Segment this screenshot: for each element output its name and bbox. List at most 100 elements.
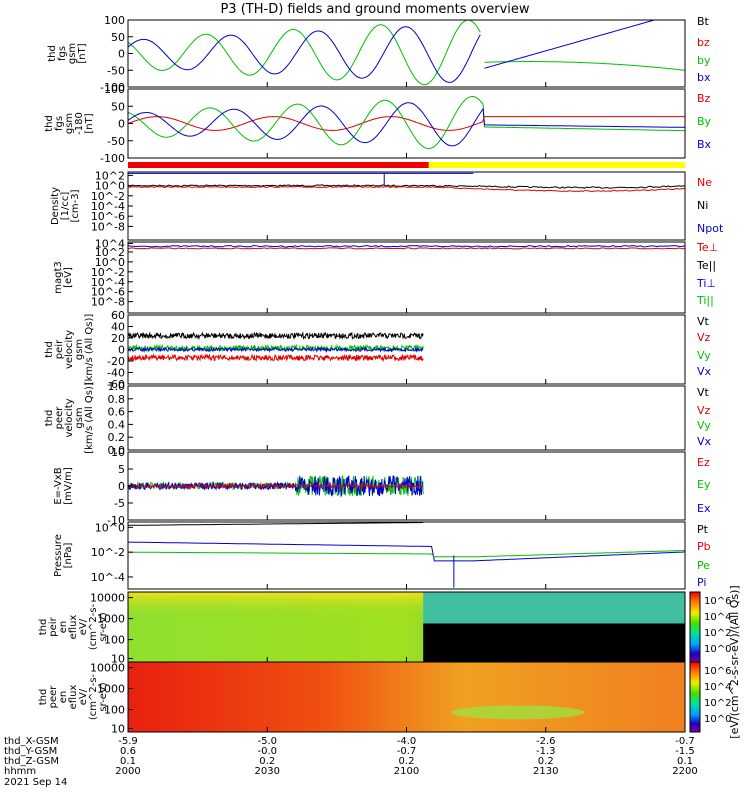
ytick-label: -100	[100, 152, 125, 165]
ytick-label: 0	[118, 48, 125, 61]
ylabel-line: peir	[48, 616, 59, 636]
ylabel-line: [nT]	[84, 113, 95, 133]
ytick-label: 10^-6	[91, 210, 125, 223]
ylabel-line: gsm	[74, 407, 85, 428]
colorbar-label: [eV/(cm^2-s-sr-eV)/(All Qs)]	[728, 585, 741, 738]
spectrogram-fill	[128, 662, 685, 732]
ylabel-line: thd	[44, 115, 55, 132]
xaxis-row-label: hhmm	[4, 766, 36, 777]
ytick-label: 10^-2	[91, 190, 125, 203]
plot-area-efield	[128, 474, 424, 498]
trace-Bz	[128, 116, 685, 131]
ytick-label: 10^-4	[91, 571, 125, 584]
ytick-label: 10000	[90, 592, 125, 605]
legend-By: By	[697, 115, 712, 128]
ylabel-line: fgs	[54, 116, 65, 131]
trace-Ti	[128, 245, 685, 248]
ylabel-line: peer	[48, 685, 59, 709]
ylabel-line: sr-eV)	[98, 612, 109, 641]
xaxis-value-z: 0.2	[538, 756, 554, 767]
ylabel-line: [1/cc]	[60, 192, 71, 221]
legend-Ti||: Ti||	[696, 294, 714, 307]
ylabel-line: [km/s (All Qs)]	[84, 314, 95, 386]
panel-peer_spec: 10000100010010thdpeerenefluxeV/(cm^2-s-s…	[38, 661, 686, 736]
trace-Bx	[128, 102, 685, 147]
legend-Vt: Vt	[697, 315, 710, 328]
legend-Ne: Ne	[697, 176, 712, 189]
ytick-label: -50	[107, 64, 125, 77]
ylabel-line: Density	[50, 187, 61, 225]
ytick-label: 10	[111, 653, 125, 666]
ylabel-peir_spec: thdpeirenefluxeV/(cm^2-s-sr-eV)	[38, 603, 109, 650]
panel-temp: 10^410^210^010^-210^-410^-610^-8 magt3[eV…	[53, 237, 718, 314]
ylabel-peer_spec: thdpeerenefluxeV/(cm^2-s-sr-eV)	[38, 673, 109, 720]
xaxis-value-t: 2100	[394, 766, 419, 777]
legend-bx: bx	[697, 71, 711, 84]
ytick-label: 100	[104, 83, 125, 96]
ylabel-line: eflux	[68, 615, 79, 640]
xaxis-value-x: -5.9	[118, 736, 138, 747]
legend-Ez: Ez	[697, 456, 710, 469]
ytick-label: 0	[118, 118, 125, 131]
ylabel-line: en	[58, 691, 69, 704]
trace-Pt	[128, 522, 424, 526]
ytick-label: 10^-8	[91, 296, 125, 309]
panel-peer_vel: 1.00.80.60.40.20.0 thdpeervelocitygsm[km/…	[44, 380, 712, 457]
trace-By	[128, 95, 685, 150]
xaxis-value-y: -1.5	[675, 746, 695, 757]
ytick-label: 10	[111, 723, 125, 736]
legend-Ni: Ni	[697, 199, 708, 212]
spectrogram-no-data	[423, 623, 685, 662]
trace-Ni	[128, 184, 685, 189]
legend-Ex: Ex	[697, 502, 711, 515]
ylabel-line: thd	[44, 410, 55, 427]
trace-Ne	[128, 185, 685, 193]
legend-Vy: Vy	[697, 349, 711, 362]
ytick-label: 50	[111, 31, 125, 44]
ytick-label: 0	[118, 480, 125, 493]
colorbar-tick: 10^2	[704, 698, 731, 709]
ylabel-line: [km/s (All Qs)]	[84, 382, 95, 454]
ytick-label: -100	[100, 81, 125, 94]
xaxis-value-t: 2030	[255, 766, 280, 777]
mode-bar-slow	[128, 162, 429, 168]
plot-area-fgs_gsm	[128, 20, 685, 86]
legend-Pt: Pt	[697, 523, 709, 536]
ytick-label: 10^4	[95, 237, 125, 250]
ytick-label: 10^-6	[91, 286, 125, 299]
panel-frame	[127, 241, 686, 314]
ylabel-line: gsm	[67, 43, 78, 64]
xaxis-value-t: 2000	[115, 766, 140, 777]
ytick-label: 10^2	[95, 169, 125, 182]
ylabel-line: fgs	[57, 46, 68, 61]
xaxis-value-x: -5.0	[257, 736, 277, 747]
ylabel-line: sr-eV)	[98, 682, 109, 711]
ylabel-line: gsm	[74, 339, 85, 360]
legend-Vy: Vy	[697, 419, 711, 432]
ytick-label: 10^0	[95, 180, 125, 193]
panel-fgs_gsm: 100 50 0 -50 -100 thdfgsgsm[nT] Bt bz by bx	[47, 14, 711, 94]
ylabel-line: thd	[44, 341, 55, 358]
ylabel-line: Pressure	[53, 534, 64, 577]
trace-bx	[128, 26, 481, 83]
legend-Ey: Ey	[697, 478, 711, 491]
ytick-label: 10^-4	[91, 276, 125, 289]
panel-fgs_mgse: 100 50 0 -50 -100 thdfgsgsm-180[nT] Bz By Bx	[44, 83, 712, 165]
legend-Bt: Bt	[697, 15, 710, 28]
ylabel-peer_vel: thdpeervelocitygsm[km/s (All Qs)]	[44, 382, 95, 454]
xaxis-value-y: 0.6	[120, 746, 136, 757]
legend-bz: bz	[697, 36, 710, 49]
ytick-label: 100	[104, 704, 125, 717]
ytick-label: 100	[104, 14, 125, 27]
ytick-label: 0.4	[108, 418, 126, 431]
xaxis-value-y: -1.3	[536, 746, 556, 757]
ytick-label: -50	[107, 135, 125, 148]
panel-peir_spec: 10000100010010thdpeirenefluxeV/(cm^2-s-s…	[38, 591, 686, 666]
colorbar-tick: 10^4	[704, 682, 731, 693]
trace-by-late	[484, 61, 685, 71]
legend-Npot: Npot	[697, 222, 724, 235]
ylabel-line: [nPa]	[63, 542, 74, 568]
trace-bx-late	[484, 20, 656, 69]
ytick-label: 0	[118, 344, 125, 357]
